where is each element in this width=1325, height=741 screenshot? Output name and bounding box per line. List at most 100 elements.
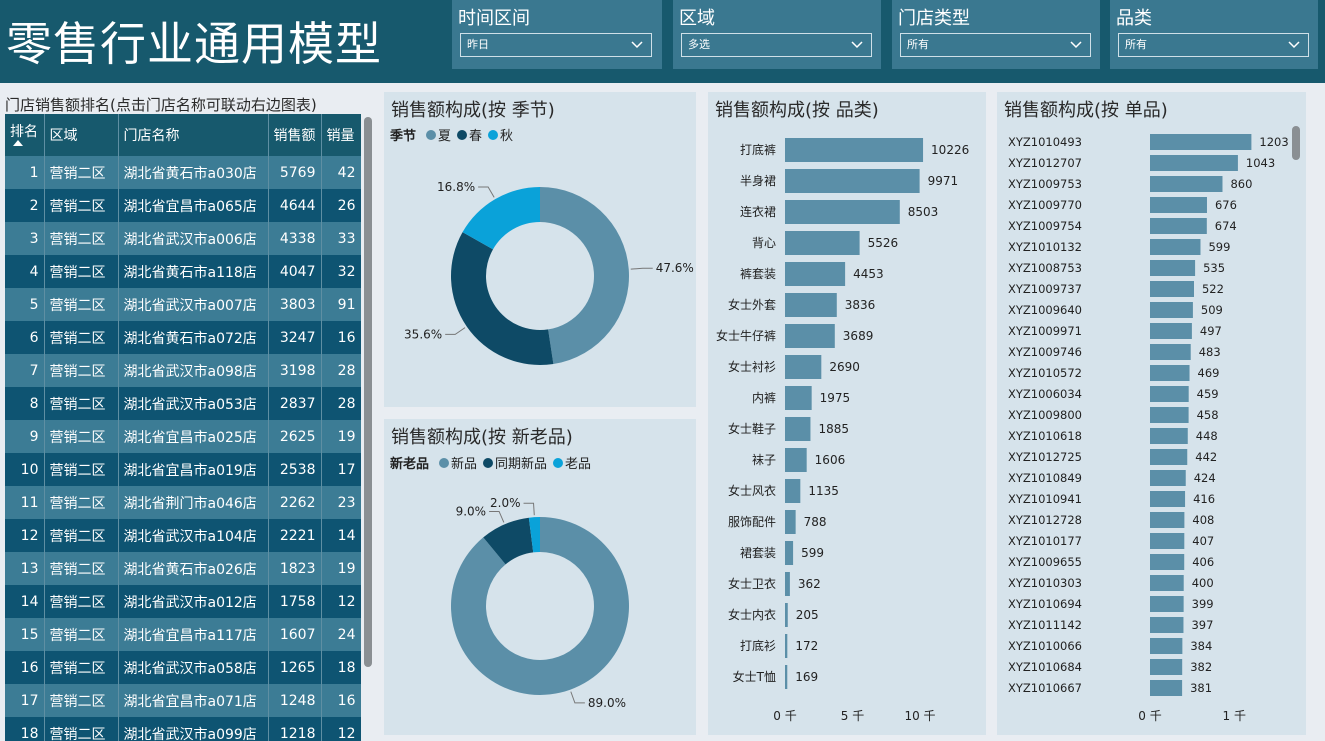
bar[interactable] <box>785 665 788 689</box>
bar[interactable] <box>785 572 790 596</box>
bar[interactable] <box>1150 260 1196 276</box>
column-header-store-name[interactable]: 门店名称 <box>118 114 269 156</box>
table-row[interactable]: 13 营销二区 湖北省黄石市a026店 1823 19 <box>5 552 361 585</box>
store-name-cell[interactable]: 湖北省武汉市a012店 <box>118 585 269 618</box>
bar[interactable] <box>1150 365 1190 381</box>
bar[interactable] <box>785 510 796 534</box>
bar[interactable] <box>1150 386 1189 402</box>
bar[interactable] <box>785 324 835 348</box>
store-name-cell[interactable]: 湖北省武汉市a104店 <box>118 519 269 552</box>
bar[interactable] <box>785 417 811 441</box>
store-name-cell[interactable]: 湖北省荆门市a046店 <box>118 486 269 519</box>
legend-item[interactable]: 春 <box>457 125 482 144</box>
legend-item[interactable]: 秋 <box>488 125 513 144</box>
store-name-cell[interactable]: 湖北省宜昌市a117店 <box>118 618 269 651</box>
bar[interactable] <box>1150 575 1184 591</box>
bar[interactable] <box>785 169 920 193</box>
donut-slice[interactable] <box>540 187 629 364</box>
table-row[interactable]: 2 营销二区 湖北省宜昌市a065店 4644 26 <box>5 189 361 222</box>
store-name-cell[interactable]: 湖北省武汉市a053店 <box>118 387 269 420</box>
bar[interactable] <box>785 200 900 224</box>
column-header-region[interactable]: 区域 <box>44 114 119 156</box>
bar[interactable] <box>1150 680 1183 696</box>
bar[interactable] <box>1150 239 1201 255</box>
legend-item[interactable]: 夏 <box>426 125 451 144</box>
bar[interactable] <box>785 262 846 286</box>
bar[interactable] <box>785 448 807 472</box>
bar[interactable] <box>1150 407 1189 423</box>
legend-item[interactable]: 老品 <box>553 453 591 472</box>
table-row[interactable]: 8 营销二区 湖北省武汉市a053店 2837 28 <box>5 387 361 420</box>
bar[interactable] <box>1150 638 1183 654</box>
bar[interactable] <box>1150 512 1185 528</box>
store-name-cell[interactable]: 湖北省宜昌市a071店 <box>118 684 269 717</box>
bar[interactable] <box>1150 302 1193 318</box>
table-row[interactable]: 6 营销二区 湖北省黄石市a072店 3247 16 <box>5 321 361 354</box>
table-row[interactable]: 4 营销二区 湖北省黄石市a118店 4047 32 <box>5 255 361 288</box>
bar[interactable] <box>1150 554 1185 570</box>
bar[interactable] <box>1150 533 1185 549</box>
bar[interactable] <box>1150 281 1194 297</box>
bar[interactable] <box>1150 491 1186 507</box>
bar[interactable] <box>1150 470 1186 486</box>
bar[interactable] <box>785 386 812 410</box>
bar[interactable] <box>785 355 822 379</box>
table-row[interactable]: 9 营销二区 湖北省宜昌市a025店 2625 19 <box>5 420 361 453</box>
sku-chart-scrollbar-thumb[interactable] <box>1292 126 1300 160</box>
table-row[interactable]: 14 营销二区 湖北省武汉市a012店 1758 12 <box>5 585 361 618</box>
store-name-cell[interactable]: 湖北省武汉市a098店 <box>118 354 269 387</box>
bar[interactable] <box>785 293 837 317</box>
store-name-cell[interactable]: 湖北省宜昌市a065店 <box>118 189 269 222</box>
donut-slice[interactable] <box>462 187 540 250</box>
table-row[interactable]: 12 营销二区 湖北省武汉市a104店 2221 14 <box>5 519 361 552</box>
table-row[interactable]: 16 营销二区 湖北省武汉市a058店 1265 18 <box>5 651 361 684</box>
donut-slice[interactable] <box>451 232 554 365</box>
bar[interactable] <box>1150 449 1188 465</box>
table-row[interactable]: 1 营销二区 湖北省黄石市a030店 5769 42 <box>5 156 361 189</box>
table-row[interactable]: 17 营销二区 湖北省宜昌市a071店 1248 16 <box>5 684 361 717</box>
donut-slice[interactable] <box>483 517 534 565</box>
store-type-select[interactable]: 所有 <box>900 33 1091 57</box>
donut-slice[interactable] <box>451 517 629 695</box>
bar[interactable] <box>1150 218 1207 234</box>
table-row[interactable]: 7 营销二区 湖北省武汉市a098店 3198 28 <box>5 354 361 387</box>
table-scrollbar-thumb[interactable] <box>364 117 372 667</box>
time-range-select[interactable]: 昨日 <box>460 33 652 57</box>
store-name-cell[interactable]: 湖北省黄石市a118店 <box>118 255 269 288</box>
table-row[interactable]: 18 营销二区 湖北省武汉市a099店 1218 12 <box>5 717 361 741</box>
bar[interactable] <box>1150 659 1183 675</box>
table-row[interactable]: 11 营销二区 湖北省荆门市a046店 2262 23 <box>5 486 361 519</box>
store-name-cell[interactable]: 湖北省武汉市a006店 <box>118 222 269 255</box>
legend-item[interactable]: 同期新品 <box>483 453 547 472</box>
table-row[interactable]: 10 营销二区 湖北省宜昌市a019店 2538 17 <box>5 453 361 486</box>
table-row[interactable]: 5 营销二区 湖北省武汉市a007店 3803 91 <box>5 288 361 321</box>
store-name-cell[interactable]: 湖北省武汉市a007店 <box>118 288 269 321</box>
bar[interactable] <box>1150 596 1184 612</box>
store-name-cell[interactable]: 湖北省黄石市a072店 <box>118 321 269 354</box>
bar[interactable] <box>1150 176 1223 192</box>
store-name-cell[interactable]: 湖北省武汉市a099店 <box>118 717 269 741</box>
bar[interactable] <box>1150 197 1207 213</box>
column-header-rank[interactable]: 排名 <box>5 114 45 156</box>
legend-item[interactable]: 新品 <box>439 453 477 472</box>
table-row[interactable]: 3 营销二区 湖北省武汉市a006店 4338 33 <box>5 222 361 255</box>
store-name-cell[interactable]: 湖北省黄石市a026店 <box>118 552 269 585</box>
store-name-cell[interactable]: 湖北省宜昌市a019店 <box>118 453 269 486</box>
bar[interactable] <box>1150 134 1252 150</box>
bar[interactable] <box>1150 344 1191 360</box>
bar[interactable] <box>785 603 788 627</box>
region-select[interactable]: 多选 <box>681 33 872 57</box>
table-row[interactable]: 15 营销二区 湖北省宜昌市a117店 1607 24 <box>5 618 361 651</box>
category-select[interactable]: 所有 <box>1118 33 1309 57</box>
bar[interactable] <box>785 231 860 255</box>
bar[interactable] <box>785 138 924 162</box>
bar[interactable] <box>785 634 788 658</box>
column-header-quantity[interactable]: 销量 <box>321 114 361 156</box>
store-name-cell[interactable]: 湖北省武汉市a058店 <box>118 651 269 684</box>
bar[interactable] <box>785 541 794 565</box>
bar[interactable] <box>785 479 801 503</box>
store-name-cell[interactable]: 湖北省宜昌市a025店 <box>118 420 269 453</box>
donut-slice[interactable] <box>528 517 540 553</box>
bar[interactable] <box>1150 155 1238 171</box>
bar[interactable] <box>1150 617 1184 633</box>
